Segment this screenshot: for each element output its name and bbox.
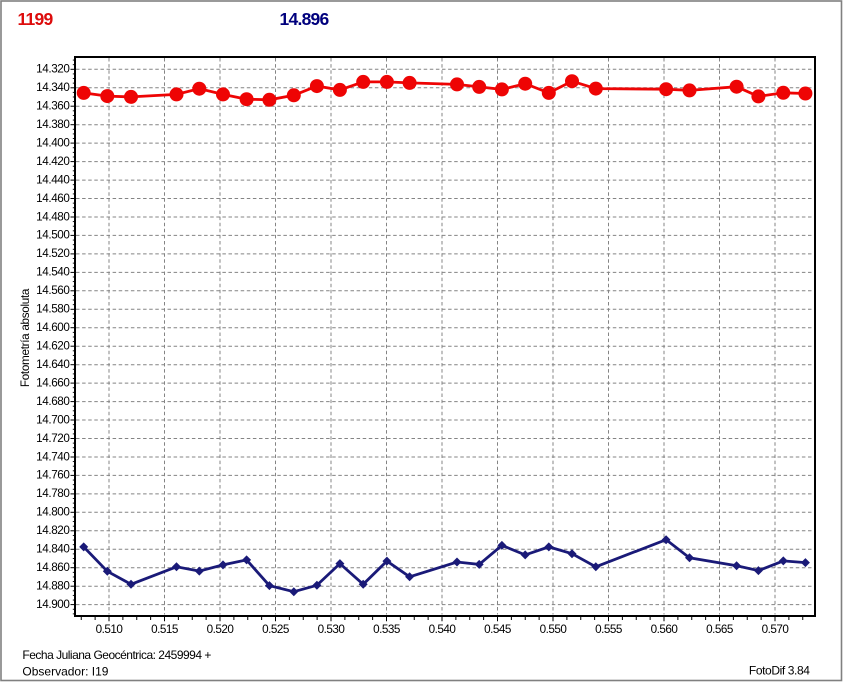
- svg-text:14.600: 14.600: [36, 321, 70, 334]
- svg-text:1199: 1199: [18, 9, 54, 29]
- svg-text:14.860: 14.860: [36, 561, 70, 574]
- svg-text:14.700: 14.700: [36, 413, 70, 426]
- svg-text:14.640: 14.640: [36, 358, 70, 371]
- svg-text:14.520: 14.520: [36, 247, 70, 260]
- svg-text:14.400: 14.400: [36, 136, 70, 149]
- svg-text:FotoDif 3.84: FotoDif 3.84: [749, 664, 810, 678]
- svg-text:14.420: 14.420: [36, 155, 70, 168]
- svg-text:0.530: 0.530: [318, 623, 346, 636]
- svg-text:14.880: 14.880: [36, 580, 70, 593]
- svg-text:14.480: 14.480: [36, 210, 70, 223]
- svg-text:0.520: 0.520: [207, 623, 235, 636]
- svg-text:14.500: 14.500: [36, 229, 70, 242]
- svg-text:0.510: 0.510: [96, 623, 124, 636]
- svg-text:0.545: 0.545: [484, 623, 512, 636]
- svg-text:14.820: 14.820: [36, 524, 70, 537]
- svg-text:14.840: 14.840: [36, 543, 70, 556]
- svg-text:14.760: 14.760: [36, 469, 70, 482]
- svg-text:14.440: 14.440: [36, 173, 70, 186]
- svg-text:14.380: 14.380: [36, 118, 70, 131]
- svg-text:14.360: 14.360: [36, 100, 70, 113]
- svg-text:14.540: 14.540: [36, 266, 70, 279]
- svg-text:14.780: 14.780: [36, 487, 70, 500]
- svg-text:0.550: 0.550: [540, 623, 568, 636]
- svg-text:0.525: 0.525: [262, 623, 290, 636]
- svg-text:14.800: 14.800: [36, 506, 70, 519]
- svg-text:0.515: 0.515: [151, 623, 179, 636]
- svg-text:0.570: 0.570: [762, 623, 790, 636]
- svg-text:14.900: 14.900: [36, 598, 70, 611]
- svg-text:14.340: 14.340: [36, 81, 70, 94]
- svg-text:14.740: 14.740: [36, 450, 70, 463]
- svg-text:0.560: 0.560: [651, 623, 679, 636]
- svg-text:14.896: 14.896: [280, 9, 330, 29]
- svg-text:Fecha Juliana Geocéntrica: 245: Fecha Juliana Geocéntrica: 2459994 +: [22, 648, 211, 662]
- svg-text:14.720: 14.720: [36, 432, 70, 445]
- svg-text:14.560: 14.560: [36, 284, 70, 297]
- svg-text:14.580: 14.580: [36, 303, 70, 316]
- svg-text:0.555: 0.555: [595, 623, 623, 636]
- svg-text:Fotometría absoluta: Fotometría absoluta: [19, 288, 32, 387]
- svg-text:0.565: 0.565: [706, 623, 734, 636]
- svg-text:0.540: 0.540: [429, 623, 457, 636]
- svg-text:Observador: I19: Observador: I19: [22, 665, 108, 679]
- svg-text:14.320: 14.320: [36, 63, 70, 76]
- svg-text:14.680: 14.680: [36, 395, 70, 408]
- svg-text:0.535: 0.535: [373, 623, 401, 636]
- svg-text:14.460: 14.460: [36, 192, 70, 205]
- svg-text:14.620: 14.620: [36, 340, 70, 353]
- svg-text:14.660: 14.660: [36, 376, 70, 389]
